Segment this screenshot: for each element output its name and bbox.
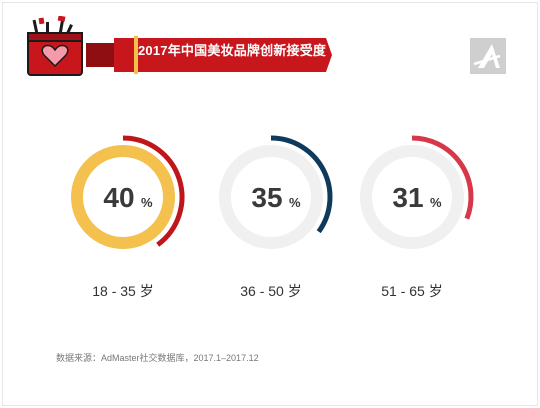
- donut-2: 35 % 36 - 50 岁: [219, 135, 333, 299]
- value-label: 40: [103, 182, 134, 213]
- donut-arc: [270, 135, 333, 234]
- donut-ring: [71, 145, 175, 249]
- donut-ring: [360, 145, 464, 249]
- value-unit: %: [430, 195, 442, 210]
- donut-3: 31 % 51 - 65 岁: [360, 135, 474, 299]
- category-label: 36 - 50 岁: [240, 283, 301, 299]
- donut-arc: [122, 135, 185, 247]
- value-unit: %: [289, 195, 301, 210]
- category-label: 18 - 35 岁: [92, 283, 153, 299]
- donut-1: 40 % 18 - 35 岁: [71, 135, 185, 299]
- banner-bar: [138, 38, 332, 72]
- page-title: 2017年中国美妆品牌创新接受度: [138, 43, 327, 58]
- lipstick-cap: [86, 43, 114, 67]
- brush-icon: [32, 19, 39, 35]
- value-label: 31: [392, 182, 423, 213]
- value-unit: %: [141, 195, 153, 210]
- donut-arc: [411, 135, 474, 220]
- category-label: 51 - 65 岁: [381, 283, 442, 299]
- title-banner: [27, 16, 332, 76]
- heart-icon: [41, 44, 69, 68]
- source-note: 数据来源：AdMaster社交数据库，2017.1–2017.12: [56, 353, 259, 363]
- donut-ring: [219, 145, 323, 249]
- value-label: 35: [251, 182, 282, 213]
- brand-logo-icon: [470, 38, 506, 74]
